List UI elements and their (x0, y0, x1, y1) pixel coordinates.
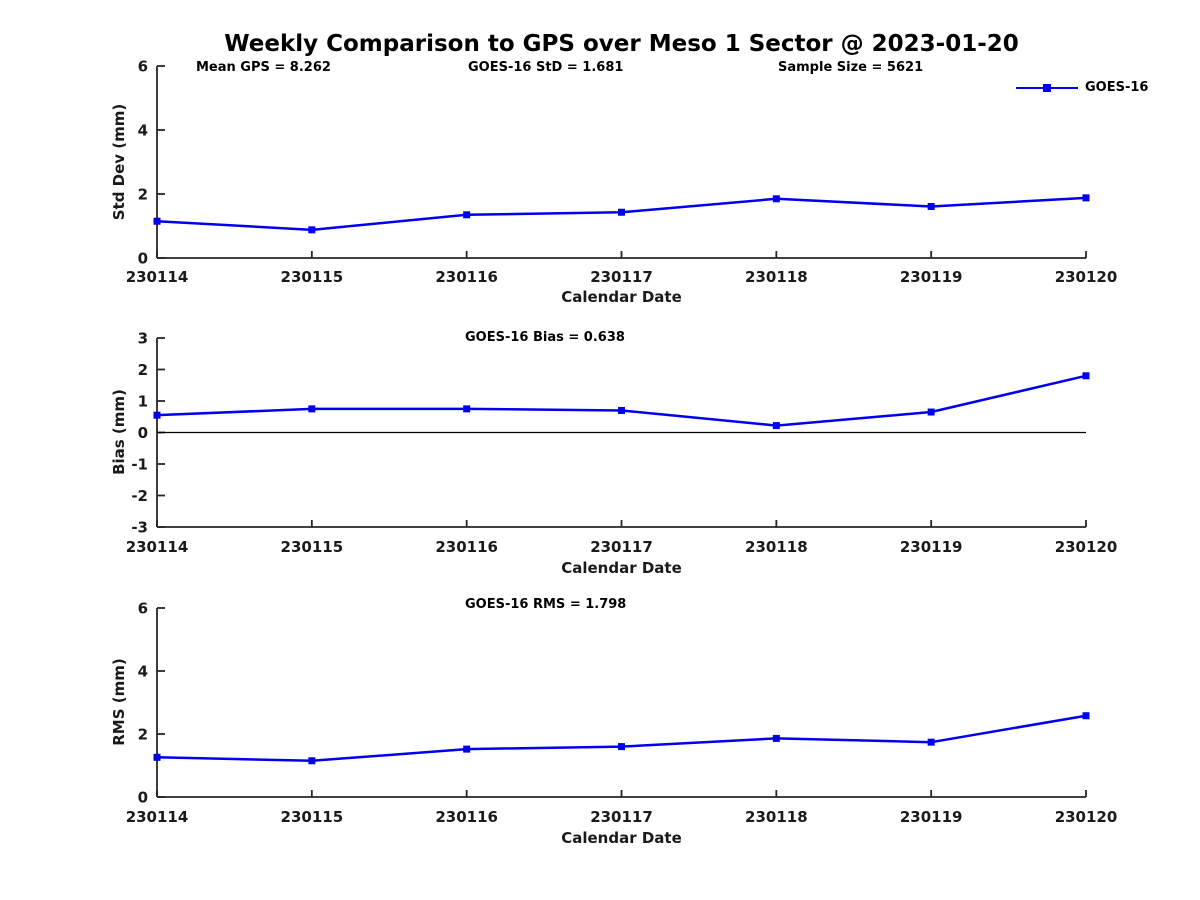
x-tick-label: 230120 (1055, 538, 1118, 556)
x-tick-label: 230117 (590, 808, 653, 826)
data-point-marker (927, 408, 935, 416)
y-tick-label: -3 (131, 519, 148, 537)
xlabel-calendar-date-2: Calendar Date (561, 559, 682, 577)
ylabel-std-dev: Std Dev (mm) (110, 103, 128, 221)
data-point-marker (308, 226, 316, 234)
data-point-marker (1082, 372, 1090, 380)
data-point-marker (153, 753, 161, 761)
series-line-goes16 (156, 374, 1087, 427)
data-point-marker (772, 734, 780, 742)
x-tick-label: 230116 (435, 268, 498, 286)
subplot-3: 0 2 4 6 230114 230115 230116 230117 230118 230119… (126, 600, 1118, 827)
x-tick-label: 230118 (745, 538, 808, 556)
subplot-1: 0 2 4 6 230114 230115 230116 230117 230118 230119… (126, 58, 1118, 287)
x-tick-label: 230119 (900, 808, 963, 826)
xlabel-calendar-date-1: Calendar Date (561, 288, 682, 306)
y-tick-label: 4 (138, 122, 148, 140)
xlabel-calendar-date-3: Calendar Date (561, 829, 682, 847)
stat-goes16-bias: GOES-16 Bias = 0.638 (465, 330, 625, 345)
x-tick-label: 230118 (745, 808, 808, 826)
stat-goes16-std: GOES-16 StD = 1.681 (468, 60, 624, 75)
y-tick-label: 0 (138, 789, 148, 807)
data-point-marker (1082, 194, 1090, 202)
y-tick-label: 4 (138, 663, 148, 681)
data-point-marker (308, 405, 316, 413)
legend: GOES-16 (1016, 80, 1176, 98)
x-tick-label: 230114 (126, 808, 189, 826)
x-tick-label: 230117 (590, 268, 653, 286)
x-tick-label: 230114 (126, 538, 189, 556)
x-tick-label: 230116 (435, 808, 498, 826)
legend-marker-icon (1043, 84, 1051, 92)
x-tick-label: 230115 (281, 268, 344, 286)
x-tick-label: 230118 (745, 268, 808, 286)
data-point-marker (308, 757, 316, 765)
data-point-marker (463, 211, 471, 219)
y-tick-label: -2 (131, 487, 148, 505)
y-tick-label: 6 (138, 600, 148, 618)
y-tick-label: 1 (138, 393, 148, 411)
y-tick-label: -1 (131, 456, 148, 474)
y-tick-label: 2 (138, 726, 148, 744)
x-tick-label: 230115 (281, 808, 344, 826)
y-tick-label: 3 (138, 330, 148, 348)
data-point-marker (463, 745, 471, 753)
series-line-goes16 (156, 714, 1087, 763)
data-point-marker (618, 743, 625, 751)
data-point-marker (463, 405, 471, 413)
ylabel-bias: Bias (mm) (110, 389, 128, 475)
data-point-marker (618, 208, 625, 216)
figure-title: Weekly Comparison to GPS over Meso 1 Sec… (224, 31, 1019, 57)
x-tick-label: 230119 (900, 538, 963, 556)
data-point-marker (927, 202, 935, 210)
y-tick-label: 2 (138, 186, 148, 204)
stat-sample-size: Sample Size = 5621 (778, 60, 924, 75)
data-point-marker (618, 406, 625, 414)
y-tick-label: 0 (138, 424, 148, 442)
data-point-marker (1082, 712, 1090, 720)
x-tick-label: 230120 (1055, 268, 1118, 286)
data-point-marker (772, 422, 780, 430)
x-tick-label: 230115 (281, 538, 344, 556)
x-tick-label: 230117 (590, 538, 653, 556)
y-tick-label: 2 (138, 361, 148, 379)
legend-entry-label: GOES-16 (1085, 80, 1149, 95)
y-tick-label: 0 (138, 250, 148, 268)
stat-mean-gps: Mean GPS = 8.262 (196, 60, 331, 75)
data-point-marker (927, 738, 935, 746)
x-tick-label: 230114 (126, 268, 189, 286)
y-tick-label: 6 (138, 58, 148, 76)
data-point-marker (153, 217, 161, 225)
data-point-marker (772, 195, 780, 203)
x-tick-label: 230116 (435, 538, 498, 556)
stat-goes16-rms: GOES-16 RMS = 1.798 (465, 597, 627, 612)
x-tick-label: 230120 (1055, 808, 1118, 826)
data-point-marker (153, 411, 161, 419)
ylabel-rms: RMS (mm) (110, 658, 128, 746)
x-tick-label: 230119 (900, 268, 963, 286)
